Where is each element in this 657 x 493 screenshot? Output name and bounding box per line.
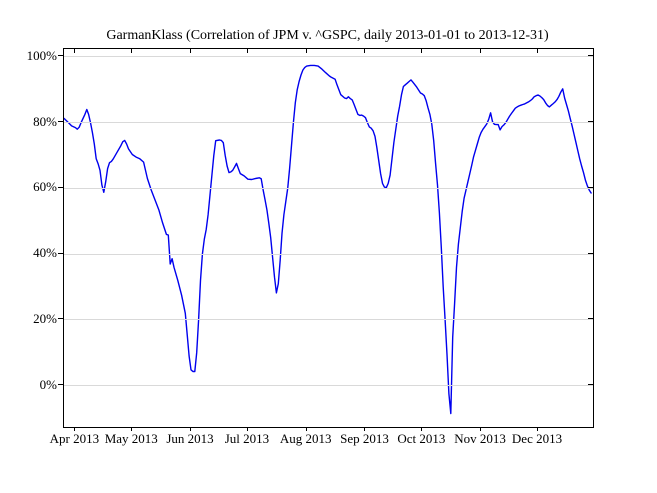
x-tick-bottom: [74, 427, 76, 431]
y-axis-label: 20%: [33, 310, 57, 326]
y-tick-left: [58, 55, 63, 57]
x-axis-label: Nov 2013: [454, 431, 506, 446]
x-tick-top: [480, 49, 482, 53]
x-tick-bottom: [480, 427, 482, 431]
gridline-100pct: [64, 56, 593, 58]
chart-title: GarmanKlass (Correlation of JPM v. ^GSPC…: [106, 28, 549, 43]
x-tick-top: [364, 49, 366, 53]
y-tick-left: [58, 121, 63, 123]
y-tick-right: [588, 318, 593, 320]
gridline-40pct: [64, 253, 593, 255]
y-tick-right: [588, 55, 593, 57]
y-tick-left: [58, 252, 63, 254]
gridline-80pct: [64, 122, 593, 124]
y-tick-right: [588, 384, 593, 386]
x-tick-top: [74, 49, 76, 53]
x-axis-label: Sep 2013: [340, 431, 389, 446]
x-tick-bottom: [305, 427, 307, 431]
gridline-0pct: [64, 385, 593, 387]
plot-area: [63, 48, 594, 428]
y-tick-left: [58, 186, 63, 188]
gridline-20pct: [64, 319, 593, 321]
x-axis-label: Jun 2013: [166, 431, 214, 446]
x-axis-label: Apr 2013: [49, 431, 100, 446]
y-tick-left: [58, 384, 63, 386]
y-axis-label: 40%: [33, 245, 57, 261]
y-tick-right: [588, 121, 593, 123]
y-tick-right: [588, 186, 593, 188]
x-tick-top: [537, 49, 538, 53]
x-tick-top: [305, 49, 307, 53]
y-axis-label: 0%: [39, 376, 57, 392]
x-tick-top: [421, 49, 423, 53]
x-tick-top: [190, 49, 192, 53]
x-axis-label: Oct 2013: [397, 431, 446, 446]
series-path: [64, 64, 592, 415]
x-tick-bottom: [131, 427, 133, 431]
x-tick-top: [131, 49, 133, 53]
x-tick-bottom: [421, 427, 423, 431]
x-axis-label: Dec 2013: [511, 431, 563, 446]
gridline-60pct: [64, 187, 593, 189]
y-axis-label: 60%: [33, 179, 57, 195]
x-tick-bottom: [364, 427, 366, 431]
x-axis-label: Jul 2013: [224, 431, 270, 446]
y-axis-label: 100%: [26, 47, 57, 63]
x-tick-bottom: [537, 427, 538, 431]
correlation-line-series: [64, 64, 592, 415]
x-axis-label: May 2013: [104, 431, 158, 446]
x-tick-top: [246, 49, 248, 53]
x-axis-label: Aug 2013: [279, 431, 332, 446]
x-tick-bottom: [190, 427, 192, 431]
y-tick-right: [588, 252, 593, 254]
y-axis-label: 80%: [33, 113, 57, 129]
x-tick-bottom: [246, 427, 248, 431]
y-tick-left: [58, 318, 63, 320]
